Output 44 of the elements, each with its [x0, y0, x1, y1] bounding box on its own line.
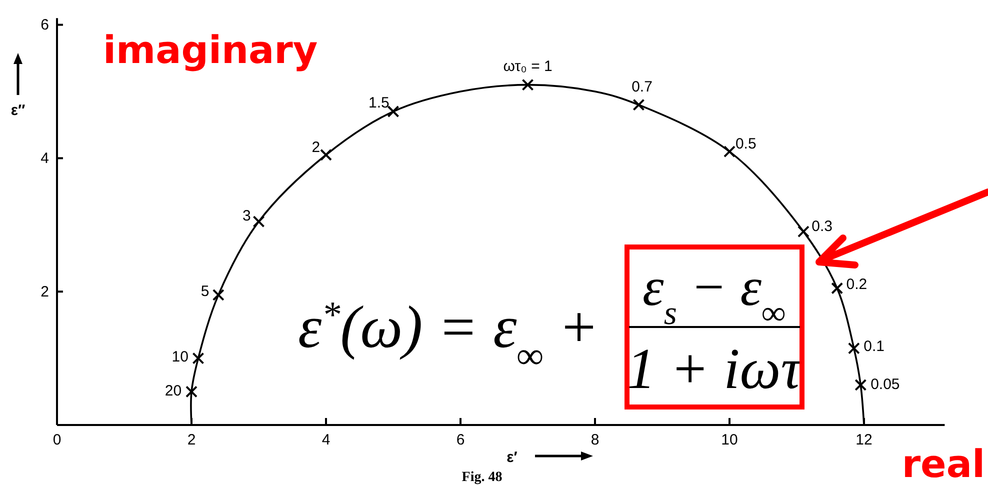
point [387, 106, 400, 118]
annotation: ε$^{*}$(ω) = ε$_{∞}$ + [298, 294, 599, 376]
caption: Fig. 48 [462, 470, 502, 485]
point [212, 288, 224, 301]
annotation: 1.5 [368, 94, 390, 112]
point [186, 386, 198, 398]
annotation: 0.1 [864, 338, 885, 356]
point [848, 342, 860, 354]
y-tick-label: 4 [40, 150, 49, 167]
text: real [902, 442, 985, 485]
x-tick-label: 6 [456, 432, 465, 449]
x-tick-label: 4 [322, 432, 330, 449]
x-tick-label: 10 [721, 432, 738, 449]
annotation: 0.05 [870, 376, 900, 393]
annotation: ε$_{s}$ − ε$_{∞}$ [642, 257, 786, 332]
annotation: 0.7 [632, 78, 652, 96]
point [854, 378, 867, 391]
annotation: 0.3 [812, 218, 833, 235]
point [797, 226, 810, 238]
annotation: 3 [242, 208, 251, 225]
annotation: 2 [312, 138, 320, 156]
annotation: 0.2 [846, 276, 868, 294]
point [192, 352, 204, 364]
annotation: imaginary [103, 28, 318, 72]
annotation: ωτ₀ = 1 [503, 58, 552, 75]
point [831, 282, 844, 294]
x-tick-label: 8 [590, 432, 600, 449]
point [632, 98, 645, 111]
annotation: 0.5 [735, 136, 756, 153]
x-tick-label: 0 [52, 432, 62, 449]
annotation: 10 [172, 348, 188, 366]
point [252, 216, 265, 228]
x-axis-title: ε′ [506, 449, 518, 466]
x-tick-label: 2 [187, 432, 196, 449]
annotation: 1 + iωτ [626, 336, 804, 401]
y-tick-label: 6 [40, 16, 49, 34]
point [724, 146, 736, 158]
x-tick-label: 12 [856, 432, 872, 449]
y-axis-title: ε″ [10, 102, 26, 119]
annotation: 5 [200, 283, 210, 300]
point [522, 78, 534, 91]
annotation: 20 [164, 382, 182, 400]
point [320, 148, 332, 161]
y-tick-label: 2 [40, 283, 49, 300]
